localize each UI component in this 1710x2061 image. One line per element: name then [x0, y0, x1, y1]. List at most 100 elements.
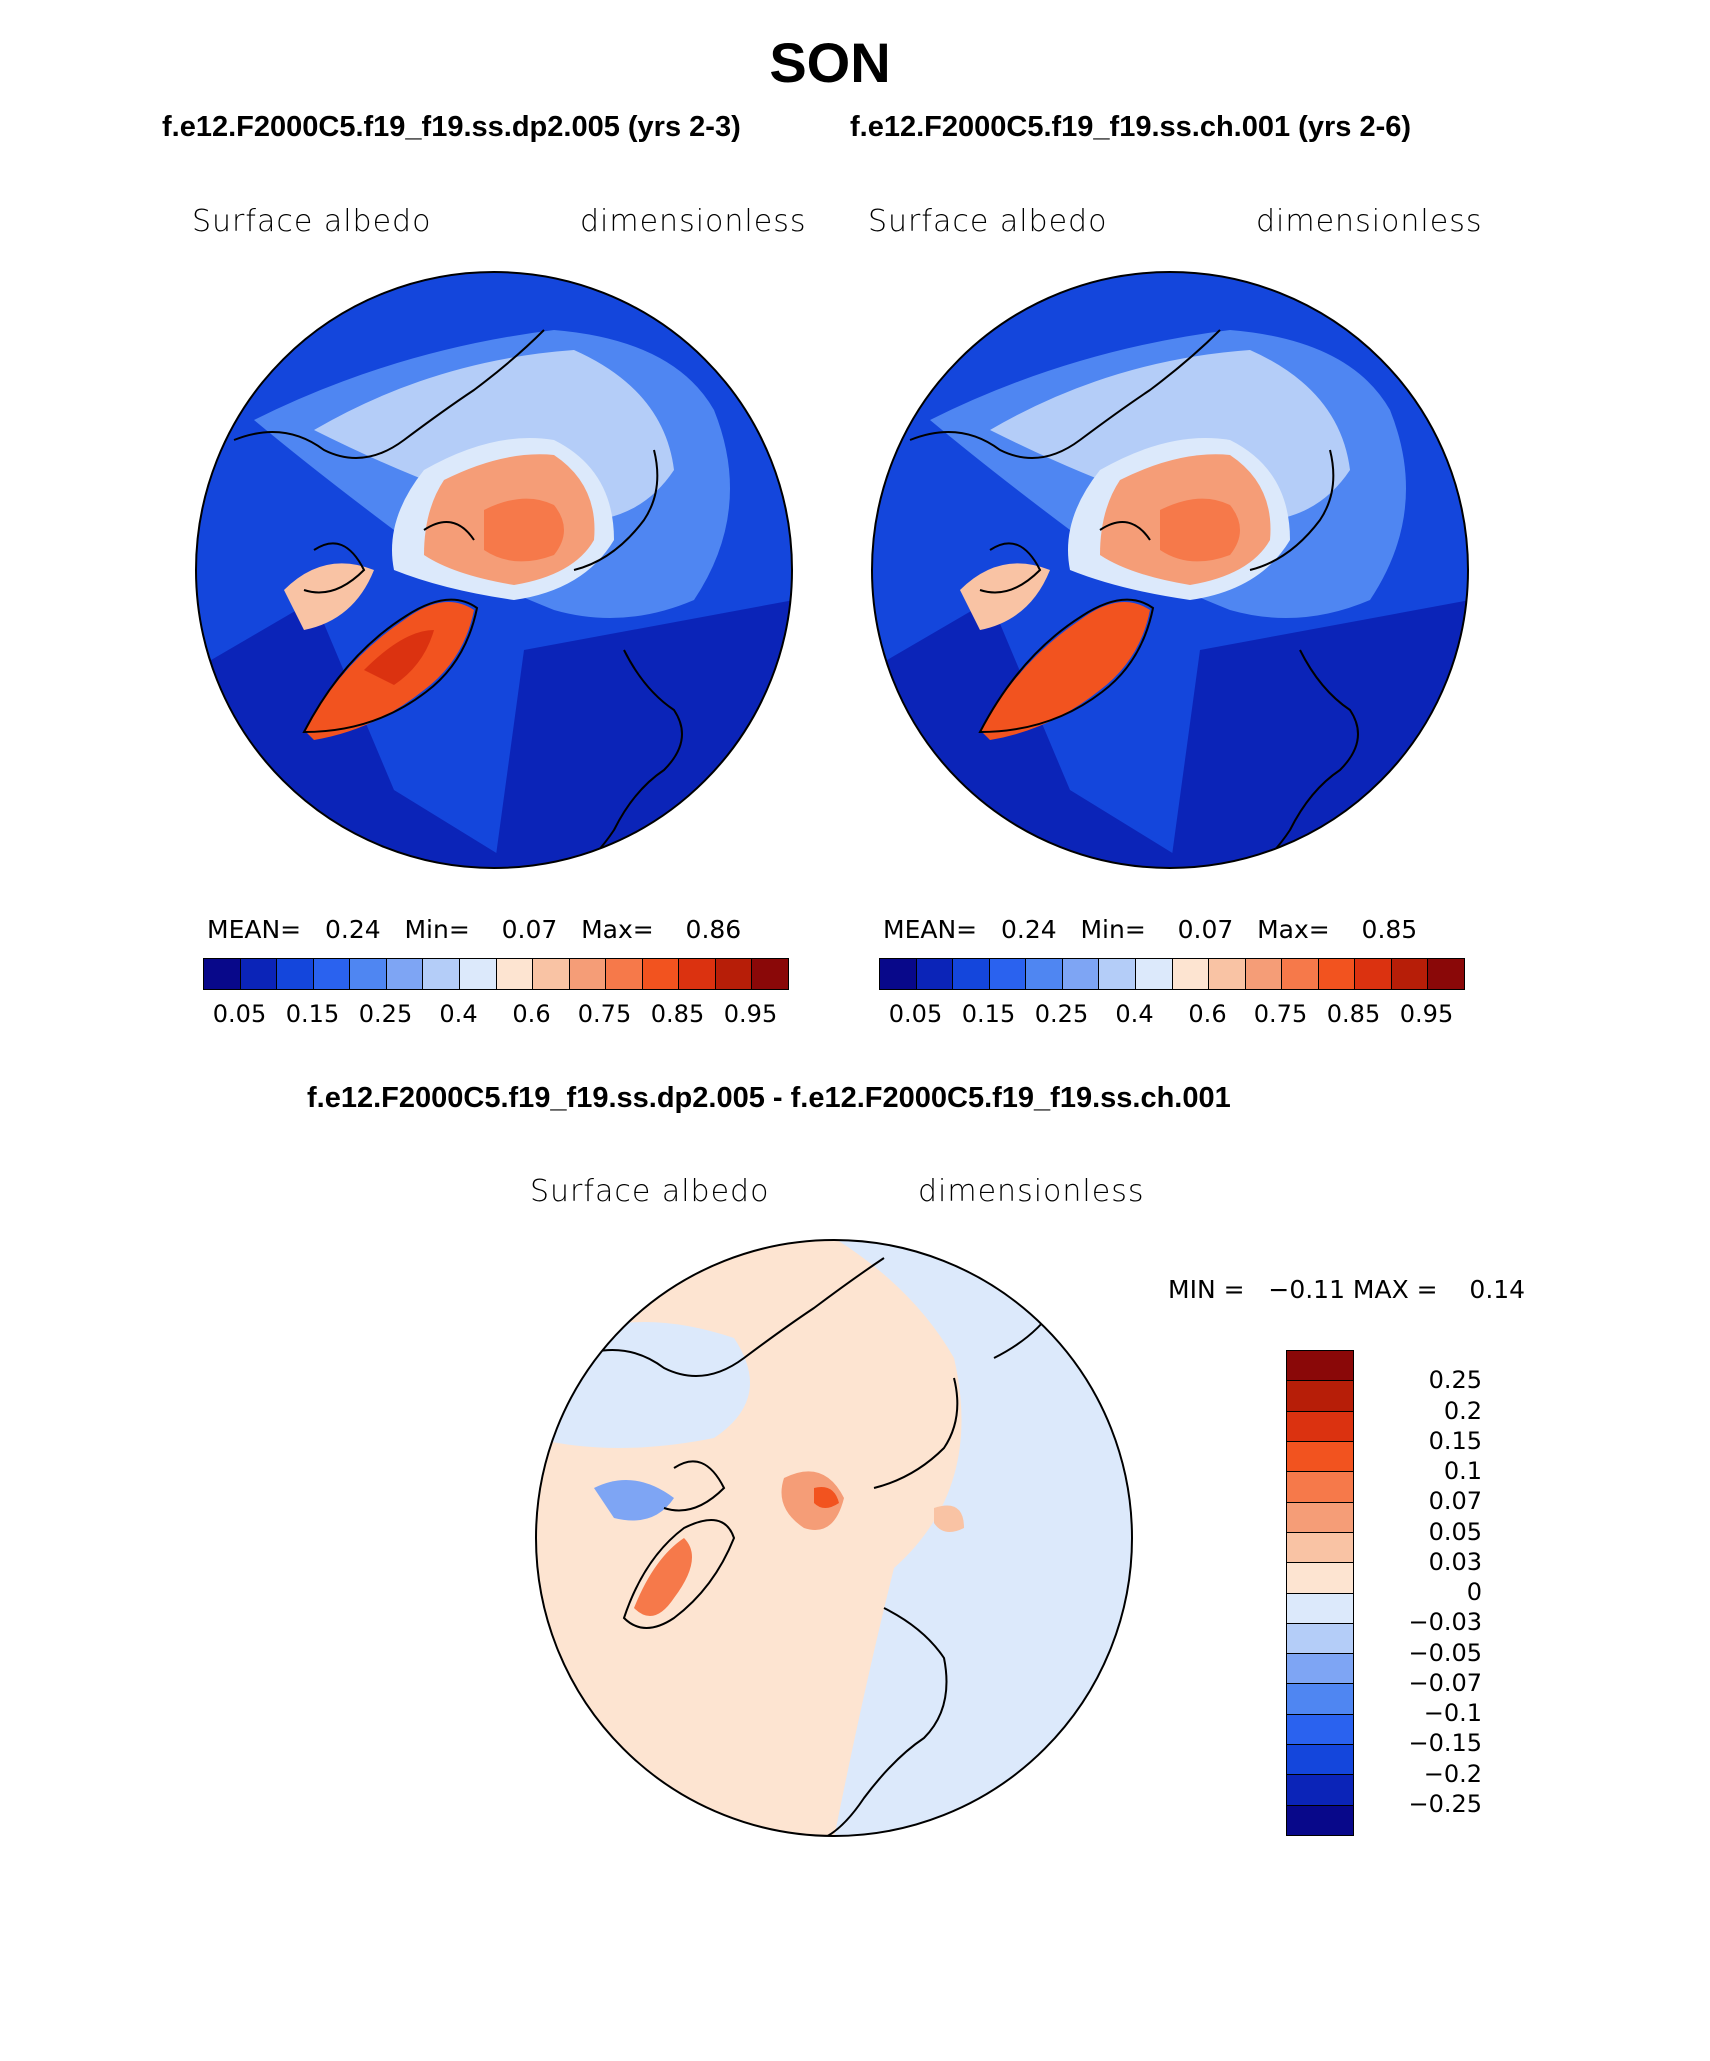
- colorbar-swatch: [953, 959, 990, 989]
- min-label: Min=: [1080, 915, 1146, 944]
- colorbar-swatch: [916, 959, 954, 989]
- panel-1-stats: MEAN= 0.24 Min= 0.07 Max= 0.86: [207, 915, 741, 944]
- colorbar-tick-label: 0.95: [723, 1000, 778, 1028]
- colorbar-swatch: [752, 959, 788, 989]
- colorbar-swatch: [1287, 1381, 1353, 1412]
- colorbar-tick-label: 0.25: [1034, 1000, 1089, 1028]
- colorbar-swatch: [1287, 1593, 1353, 1624]
- max-label: Max=: [581, 915, 654, 944]
- coastlines: [233, 329, 683, 868]
- panel-1-units-label: dimensionless: [580, 204, 807, 239]
- colorbar-tick-label: 0.4: [1115, 1000, 1154, 1028]
- colorbar-tick-label: −0.03: [1408, 1608, 1482, 1637]
- mean-value: 0.24: [324, 915, 381, 944]
- colorbar-tick-label: 0: [1466, 1578, 1482, 1606]
- coastlines: [909, 329, 1359, 868]
- colorbar-swatch: [459, 959, 497, 989]
- colorbar-tick-label: 0.15: [1428, 1426, 1482, 1455]
- max-value: 0.85: [1361, 915, 1418, 944]
- colorbar-swatch: [1287, 1502, 1353, 1533]
- map-boundary: [195, 271, 793, 869]
- panel-2-polar-map: [871, 271, 1469, 869]
- diff-positive-center: [781, 1471, 844, 1530]
- colorbar-swatch: [240, 959, 278, 989]
- diff-units-label: dimensionless: [918, 1174, 1145, 1209]
- colorbar-swatch: [277, 959, 314, 989]
- colorbar-swatch: [1287, 1411, 1353, 1442]
- colorbar-tick-label: −0.07: [1408, 1668, 1482, 1697]
- mean-label: MEAN=: [883, 915, 978, 944]
- diff-colorbar: [1286, 1350, 1354, 1836]
- panel-2-units-label: dimensionless: [1256, 204, 1483, 239]
- colorbar-tick-label: 0.05: [888, 1000, 943, 1028]
- colorbar-tick-label: 0.15: [285, 1000, 340, 1028]
- colorbar-swatch: [1428, 959, 1464, 989]
- colorbar-tick-label: 0.15: [961, 1000, 1016, 1028]
- colorbar-swatch: [569, 959, 607, 989]
- colorbar-swatch: [1287, 1745, 1353, 1776]
- colorbar-swatch: [533, 959, 570, 989]
- colorbar-swatch: [715, 959, 753, 989]
- colorbar-swatch: [1287, 1532, 1353, 1564]
- colorbar-swatch: [1287, 1714, 1353, 1746]
- coastlines: [573, 1257, 1055, 1836]
- colorbar-swatch: [204, 959, 241, 989]
- panel-1-colorbar: [203, 958, 789, 990]
- colorbar-swatch: [313, 959, 351, 989]
- colorbar-swatch: [1209, 959, 1246, 989]
- diff-subtitle: f.e12.F2000C5.f19_f19.ss.dp2.005 - f.e12…: [307, 1082, 1231, 1114]
- colorbar-tick-label: −0.25: [1408, 1789, 1482, 1818]
- max-label: Max=: [1257, 915, 1330, 944]
- colorbar-swatch: [1245, 959, 1283, 989]
- colorbar-swatch: [606, 959, 643, 989]
- diff-variable-label: Surface albedo: [530, 1174, 770, 1209]
- diff-negative-patch: [594, 1480, 674, 1521]
- diff-positive-greenland: [634, 1538, 692, 1616]
- colorbar-tick-label: 0.25: [1428, 1366, 1482, 1395]
- mean-value: 0.24: [1000, 915, 1057, 944]
- colorbar-tick-label: 0.85: [650, 1000, 705, 1028]
- mean-label: MEAN=: [207, 915, 302, 944]
- colorbar-tick-label: 0.85: [1326, 1000, 1381, 1028]
- colorbar-swatch: [1287, 1563, 1353, 1594]
- colorbar-swatch: [1026, 959, 1063, 989]
- colorbar-swatch: [1135, 959, 1173, 989]
- panel-1-colorbar-ticks: 0.05 0.15 0.25 0.4 0.6 0.75 0.85 0.95: [203, 1000, 787, 1030]
- colorbar-swatch: [1287, 1472, 1353, 1503]
- colorbar-swatch: [496, 959, 534, 989]
- colorbar-tick-label: 0.05: [212, 1000, 267, 1028]
- colorbar-tick-label: 0.03: [1428, 1547, 1482, 1576]
- colorbar-swatch: [880, 959, 917, 989]
- panel-1-polar-map: [195, 271, 793, 869]
- colorbar-swatch: [1391, 959, 1429, 989]
- colorbar-tick-label: 0.25: [358, 1000, 413, 1028]
- colorbar-tick-label: 0.6: [1188, 1000, 1227, 1028]
- diff-colorbar-ticks: 0.25 0.2 0.15 0.1 0.07 0.05 0.03 0 −0.03 −0.05 −0.…: [1362, 1350, 1482, 1834]
- colorbar-tick-label: −0.1: [1423, 1699, 1482, 1727]
- colorbar-swatch: [1282, 959, 1319, 989]
- colorbar-tick-label: 0.07: [1428, 1487, 1482, 1516]
- colorbar-tick-label: 0.1: [1443, 1457, 1482, 1485]
- colorbar-swatch: [679, 959, 716, 989]
- colorbar-swatch: [1287, 1684, 1353, 1715]
- diff-negative-field: [834, 1240, 1132, 1836]
- sea-ice-core: [484, 498, 564, 562]
- diff-positive-east: [934, 1505, 964, 1532]
- panel-1-variable-label: Surface albedo: [192, 204, 432, 239]
- max-value: 0.86: [685, 915, 742, 944]
- colorbar-swatch: [1287, 1654, 1353, 1685]
- colorbar-swatch: [423, 959, 460, 989]
- panel-2-colorbar: [879, 958, 1465, 990]
- min-value: 0.07: [501, 915, 558, 944]
- colorbar-swatch: [1287, 1351, 1353, 1382]
- colorbar-swatch: [1318, 959, 1356, 989]
- sea-ice-core: [1160, 498, 1240, 562]
- greenland-core: [364, 630, 434, 685]
- colorbar-swatch: [1062, 959, 1100, 989]
- colorbar-tick-label: 0.95: [1399, 1000, 1454, 1028]
- colorbar-tick-label: −0.2: [1423, 1759, 1482, 1788]
- min-label: Min=: [404, 915, 470, 944]
- colorbar-tick-label: −0.05: [1408, 1638, 1482, 1667]
- map-boundary: [871, 271, 1469, 869]
- diff-positive-core: [814, 1487, 839, 1508]
